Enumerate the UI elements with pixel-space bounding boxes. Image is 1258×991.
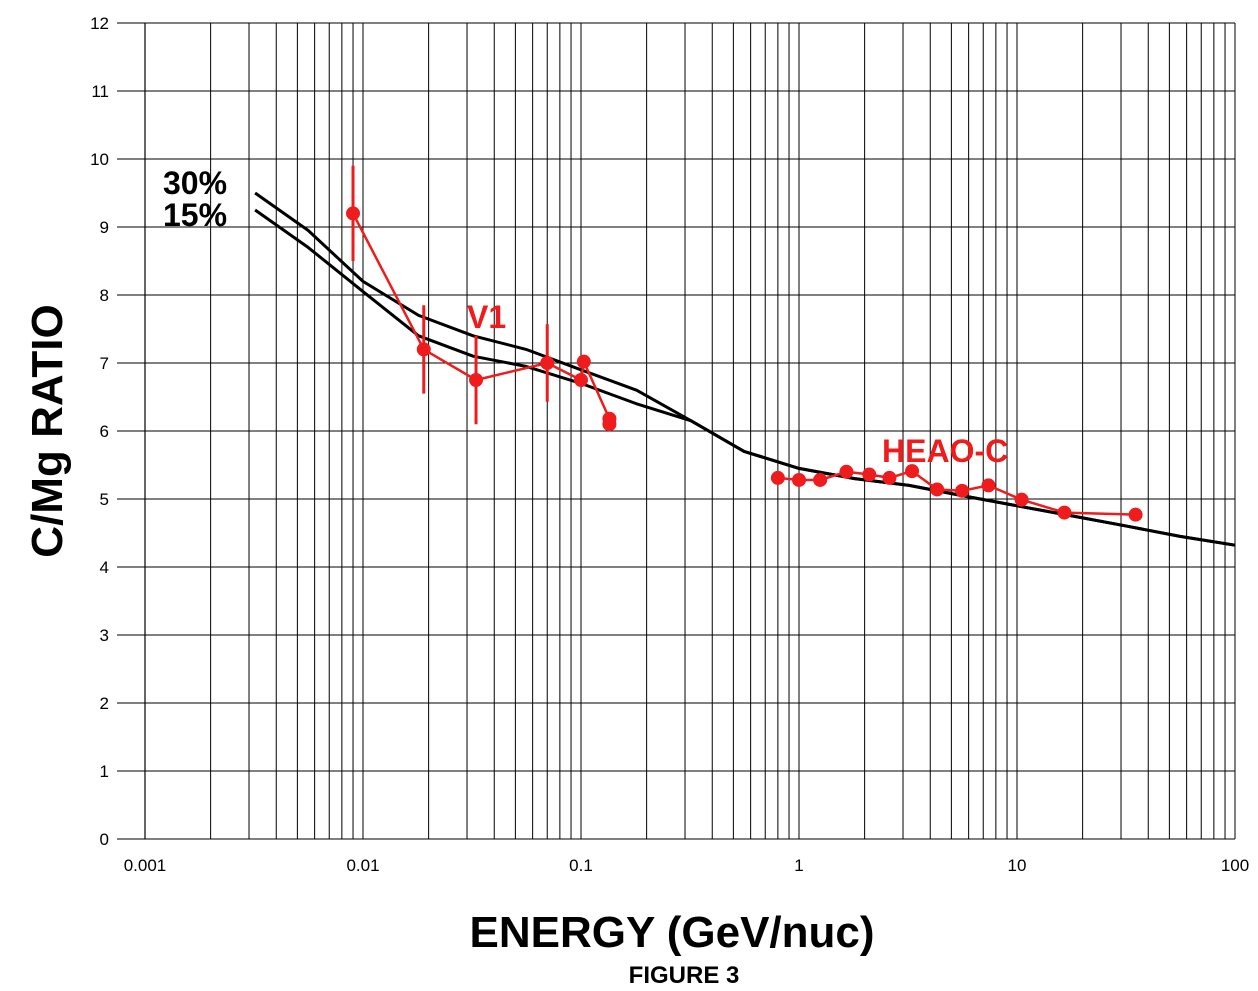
y-tick-label: 0 xyxy=(100,830,109,849)
data-point xyxy=(540,356,555,370)
x-tick-label: 100 xyxy=(1221,856,1249,875)
data-point xyxy=(1014,492,1029,507)
y-axis-title: C/Mg RATIO xyxy=(23,304,72,557)
data-point xyxy=(981,478,996,493)
data-point xyxy=(770,470,785,485)
data-point xyxy=(792,472,806,487)
data-point xyxy=(346,206,361,221)
y-tick-label: 10 xyxy=(90,150,109,169)
data-point xyxy=(813,472,828,487)
y-tick-label: 11 xyxy=(91,82,109,101)
x-tick-labels: 0.001 0.01 0.1 1 10 100 xyxy=(124,856,1249,875)
data-point xyxy=(905,464,920,479)
series-label: 15% xyxy=(163,197,227,233)
series: 30%15% V1 HEAO-C xyxy=(163,165,1236,547)
data-point xyxy=(930,482,945,497)
series-line-30 xyxy=(254,191,1236,547)
series-label: HEAO-C xyxy=(882,433,1008,469)
x-tick-label: 0.01 xyxy=(346,856,379,875)
data-point xyxy=(1128,507,1143,522)
series-15 xyxy=(254,208,1236,547)
y-tick-label: 5 xyxy=(100,490,109,509)
data-point xyxy=(416,342,431,357)
x-tick-label: 1 xyxy=(794,856,803,875)
y-tick-label: 8 xyxy=(100,286,109,305)
y-tick-label: 2 xyxy=(100,694,109,713)
series-30 xyxy=(254,191,1236,547)
data-point xyxy=(862,467,877,482)
data-point xyxy=(469,373,484,387)
series-heao-c xyxy=(770,464,1143,522)
y-tick-label: 3 xyxy=(100,626,109,645)
data-point xyxy=(839,464,854,479)
series-label: 30% xyxy=(163,165,227,201)
series-v1 xyxy=(346,165,617,432)
y-tick-label: 7 xyxy=(100,354,109,373)
figure-caption: FIGURE 3 xyxy=(629,962,740,989)
x-tick-label: 0.1 xyxy=(569,856,593,875)
x-tick-label: 10 xyxy=(1008,856,1027,875)
grid xyxy=(117,22,1236,840)
y-tick-label: 12 xyxy=(90,14,109,33)
x-tick-label: 0.001 xyxy=(124,856,167,875)
data-point xyxy=(882,470,897,485)
y-tick-label: 6 xyxy=(100,422,109,441)
series-line-15 xyxy=(254,208,1236,547)
data-point xyxy=(1057,505,1072,520)
data-point xyxy=(602,417,617,432)
data-point xyxy=(955,483,970,498)
data-point xyxy=(576,354,591,369)
y-tick-label: 1 xyxy=(100,762,109,781)
series-line-v1 xyxy=(351,212,611,425)
x-axis-title: ENERGY (GeV/nuc) xyxy=(469,908,874,957)
y-tick-label: 4 xyxy=(100,558,109,577)
data-point xyxy=(574,373,588,387)
y-tick-label: 9 xyxy=(100,218,109,237)
series-label: V1 xyxy=(467,299,506,335)
